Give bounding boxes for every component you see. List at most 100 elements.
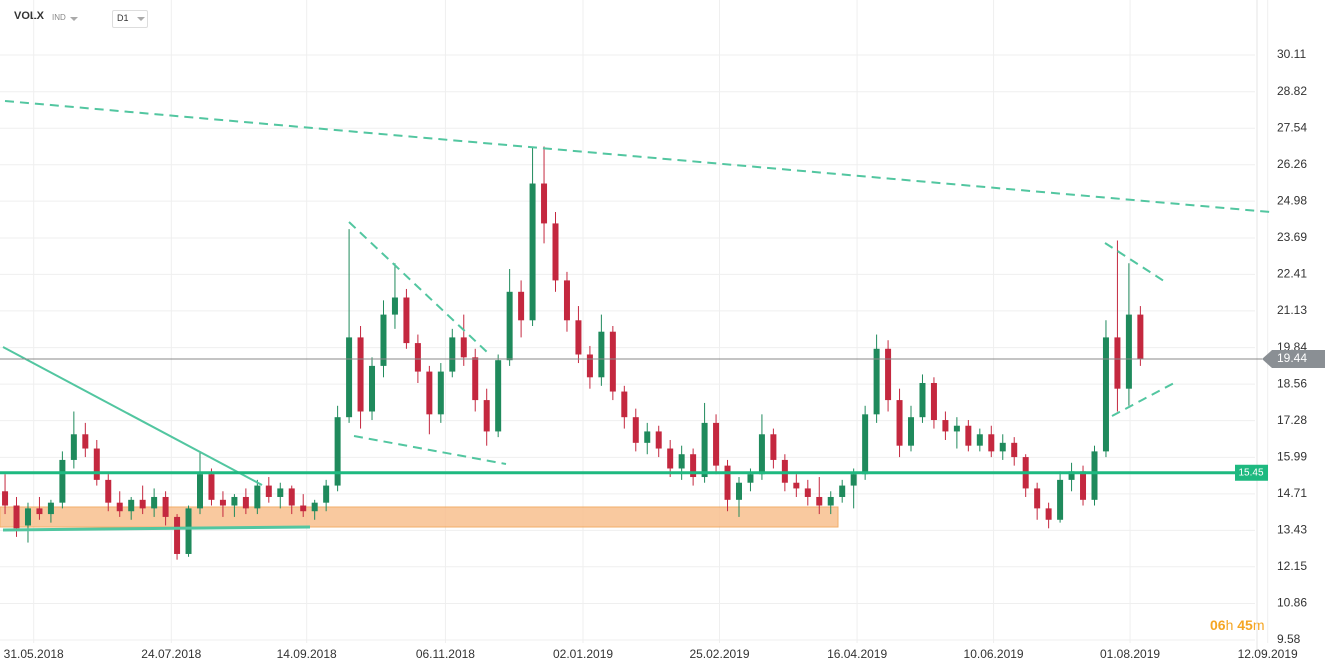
candle-body: [185, 508, 192, 554]
candle-body: [575, 320, 582, 355]
candle-body: [2, 491, 9, 506]
candle-body: [288, 488, 295, 506]
candle-body: [472, 357, 479, 401]
candle-body: [758, 434, 765, 475]
candle-body: [953, 425, 960, 432]
candle-body: [460, 337, 467, 358]
y-tick-label: 12.15: [1277, 559, 1307, 573]
timer-minutes: 45: [1237, 617, 1253, 633]
y-tick-label: 15.99: [1277, 450, 1307, 464]
candle-body: [36, 508, 43, 515]
trendline: [4, 100, 1271, 213]
y-tick-label: 27.54: [1277, 120, 1307, 134]
candle-body: [701, 422, 708, 478]
candle-body: [1045, 508, 1052, 520]
candle-body: [82, 434, 89, 449]
candle-body: [1114, 337, 1121, 389]
y-tick-label: 28.82: [1277, 84, 1307, 98]
candle-body: [667, 448, 674, 469]
candle-body: [391, 297, 398, 315]
candle-body: [885, 348, 892, 401]
candle-body: [1034, 488, 1041, 509]
candle-body: [93, 448, 100, 480]
candle-body: [541, 183, 548, 224]
x-tick-label: 16.04.2019: [827, 647, 887, 661]
candle-body: [139, 499, 146, 509]
candle-body: [437, 371, 444, 415]
x-tick-label: 10.06.2019: [964, 647, 1024, 661]
y-tick-label: 24.98: [1277, 193, 1307, 207]
candle-body: [690, 454, 697, 478]
candle-body: [804, 488, 811, 497]
x-tick-label: 01.08.2019: [1100, 647, 1160, 661]
dropdown-arrow[interactable]: [137, 17, 145, 21]
candle-body: [1068, 471, 1075, 480]
candle-body: [495, 360, 502, 432]
candle-body: [713, 422, 720, 466]
candle-body: [1091, 451, 1098, 500]
x-tick-label: 25.02.2019: [689, 647, 749, 661]
candle-body: [47, 502, 54, 515]
candle-body: [529, 183, 536, 321]
candle-body: [896, 400, 903, 446]
candle-body: [128, 499, 135, 512]
y-tick-label: 21.13: [1277, 303, 1307, 317]
candle-body: [219, 499, 226, 506]
candle-body: [369, 365, 376, 412]
candle-body: [414, 343, 421, 372]
y-tick-label: 26.26: [1277, 157, 1307, 171]
candle-body: [873, 348, 880, 415]
candle-body: [598, 331, 605, 378]
candle-body: [644, 431, 651, 443]
candle-body: [483, 400, 490, 432]
candle-body: [403, 297, 410, 344]
x-tick-label: 24.07.2018: [141, 647, 201, 661]
dropdown-arrow[interactable]: [70, 17, 78, 21]
price-label-box: [1262, 350, 1325, 369]
timeframe-box[interactable]: [112, 10, 148, 28]
timer: 06h 45m: [1210, 617, 1265, 633]
candle-body: [965, 425, 972, 446]
candle-body: [518, 291, 525, 321]
candle-body: [609, 331, 616, 392]
candle-body: [1080, 471, 1087, 500]
candle-body: [197, 474, 203, 509]
candle-body: [930, 382, 937, 421]
y-tick-label: 22.41: [1277, 267, 1307, 281]
trendline: [1104, 242, 1168, 284]
timer-unit: h: [1225, 617, 1234, 633]
candle-body: [976, 434, 983, 446]
x-tick-label: 06.11.2018: [416, 647, 475, 661]
candle-body: [1125, 314, 1132, 389]
candle-body: [586, 354, 593, 378]
timer-hours: 06: [1210, 617, 1226, 633]
candle-body: [300, 505, 307, 512]
candle-body: [862, 414, 869, 475]
candle-body: [724, 465, 731, 500]
candle-body: [1011, 442, 1018, 458]
candle-body: [506, 291, 513, 361]
candle-body: [621, 391, 628, 418]
y-tick-label: 30.11: [1277, 47, 1306, 61]
candle-body: [116, 502, 123, 512]
candle-body: [59, 459, 66, 503]
candle-body: [655, 431, 662, 449]
timer-unit: m: [1252, 617, 1265, 633]
candle-body: [162, 496, 169, 517]
candle-body: [380, 314, 387, 366]
candle-body: [942, 420, 949, 432]
y-tick-label: 17.28: [1277, 413, 1307, 427]
candle-body: [24, 508, 31, 526]
candle-body: [70, 434, 77, 460]
candle-body: [151, 496, 158, 509]
x-tick-label: 31.05.2018: [4, 647, 64, 661]
candle-body: [1137, 314, 1144, 360]
trendline: [1111, 382, 1175, 417]
trendline: [2, 525, 311, 532]
candle-body: [208, 474, 215, 500]
symbol[interactable]: VOLX: [14, 10, 44, 22]
price-label: 19.44: [1277, 351, 1307, 365]
candle-body: [988, 434, 995, 452]
